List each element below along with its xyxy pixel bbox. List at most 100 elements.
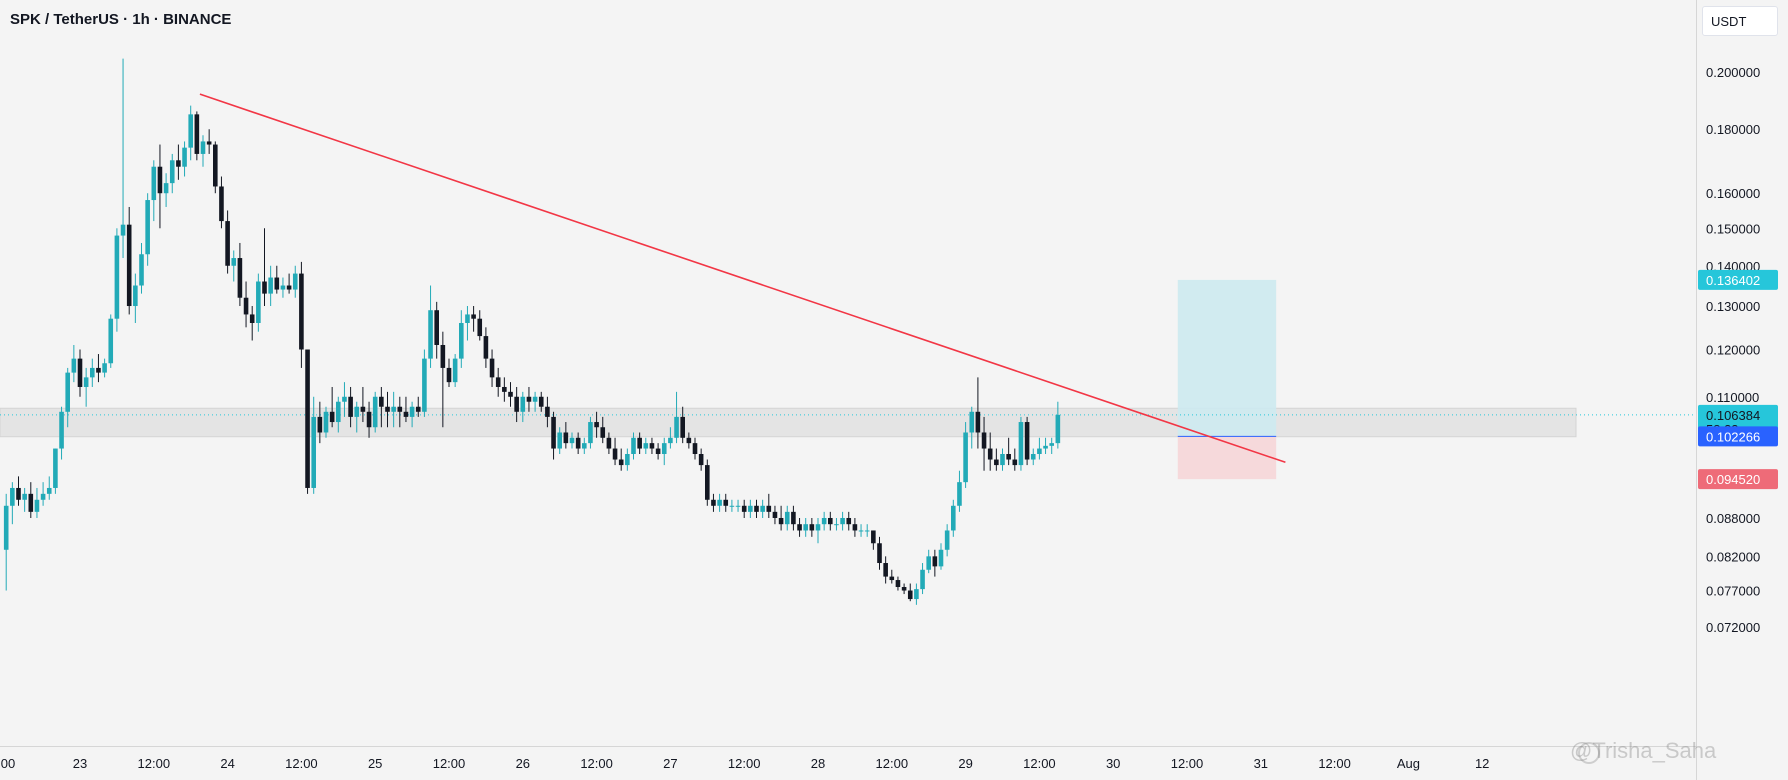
time-tick-label: 24 [220, 756, 234, 771]
candle-body [698, 454, 704, 466]
price-label-bg [1698, 469, 1778, 490]
candle-body [502, 386, 507, 392]
candle-body [907, 590, 913, 600]
candle-body [951, 505, 956, 531]
candle-body [852, 524, 858, 531]
candle-body [108, 318, 114, 364]
candle-body [366, 411, 372, 428]
candle-body [280, 285, 286, 290]
candle-body [409, 406, 415, 417]
candle-body [883, 563, 888, 577]
support-zone [0, 407, 1577, 438]
candle-body [169, 160, 175, 184]
candle-body [729, 505, 735, 507]
candle-body [797, 524, 802, 531]
candle-body [188, 114, 193, 148]
candle-body [981, 432, 987, 449]
candle-body [569, 437, 575, 444]
candle-body [784, 511, 790, 525]
long-position-stop-zone [1177, 436, 1277, 480]
candle-body [711, 499, 716, 506]
candle-body [932, 556, 938, 567]
candle-body [163, 183, 169, 194]
time-tick-label: 25 [368, 756, 382, 771]
candle-body [157, 166, 163, 194]
candle-body [526, 396, 532, 402]
time-tick-label: 12 [1475, 756, 1489, 771]
candle-body [914, 589, 919, 600]
candle-body [606, 437, 612, 449]
candle-body [225, 221, 230, 266]
time-tick-label: 31 [1254, 756, 1268, 771]
price-label-target: 0.136402 [1698, 269, 1778, 290]
price-tick-label: 0.160000 [1706, 186, 1760, 201]
time-tick-label: 27 [663, 756, 677, 771]
candle-body [717, 499, 722, 506]
candle-body [920, 569, 925, 590]
candle-body [139, 254, 144, 286]
candle-body [342, 396, 347, 402]
candle-body [680, 416, 685, 438]
candle-body [3, 505, 9, 550]
candle-body [741, 505, 747, 512]
candle-body [446, 367, 452, 383]
time-tick-label: 28 [811, 756, 825, 771]
candle-body [631, 437, 636, 455]
candle-body [994, 459, 999, 466]
candle-body [520, 396, 526, 412]
candle-body [612, 448, 618, 460]
time-tick-label: 12:00 [580, 756, 613, 771]
candle-body [858, 530, 864, 532]
candle-body [77, 358, 83, 387]
candle-body [864, 530, 870, 532]
candle-body [895, 580, 901, 588]
candle-body [957, 482, 962, 506]
candle-body [754, 505, 759, 512]
price-axis[interactable] [1696, 0, 1788, 780]
candle-body [249, 314, 255, 323]
candle-body [871, 530, 876, 544]
candle-body [403, 411, 409, 417]
candle-body [237, 258, 243, 298]
candle-body [59, 411, 64, 449]
candle-body [834, 524, 839, 526]
candle-body [465, 314, 470, 323]
trendline [199, 93, 1286, 464]
candle-body [1000, 454, 1005, 466]
price-tick-label: 0.120000 [1706, 343, 1760, 358]
candle-body [760, 505, 765, 512]
candle-body [65, 372, 70, 412]
candle-body [243, 297, 249, 315]
time-tick-label: 30 [1106, 756, 1120, 771]
candle-body [379, 396, 384, 407]
candle-body [219, 186, 224, 222]
time-axis[interactable] [0, 746, 1696, 747]
long-position-target-zone [1177, 279, 1277, 437]
candle-body [987, 448, 993, 460]
candle-body [1018, 422, 1024, 466]
candle-body [176, 160, 181, 167]
candle-body [514, 396, 519, 412]
candle-body [1006, 454, 1011, 460]
time-tick-label: 12:00 [1318, 756, 1351, 771]
price-tick-label: 0.072000 [1706, 620, 1760, 635]
candle-body [538, 396, 544, 407]
candle-body [16, 487, 21, 500]
candle-body [723, 499, 729, 506]
candle-body [637, 437, 642, 449]
candle-body [772, 511, 778, 518]
candle-body [145, 200, 150, 255]
watermark-icon [1578, 742, 1600, 764]
currency-selector-button[interactable]: USDT [1702, 6, 1778, 36]
candle-body [385, 406, 390, 412]
price-tick-label: 0.110000 [1706, 390, 1759, 405]
time-tick-label: 26 [516, 756, 530, 771]
candle-body [348, 396, 353, 417]
candle-body [661, 443, 667, 455]
candle-body [71, 358, 77, 373]
candle-body [268, 277, 273, 294]
candle-body [336, 401, 341, 423]
time-tick-label: Aug [1397, 756, 1420, 771]
